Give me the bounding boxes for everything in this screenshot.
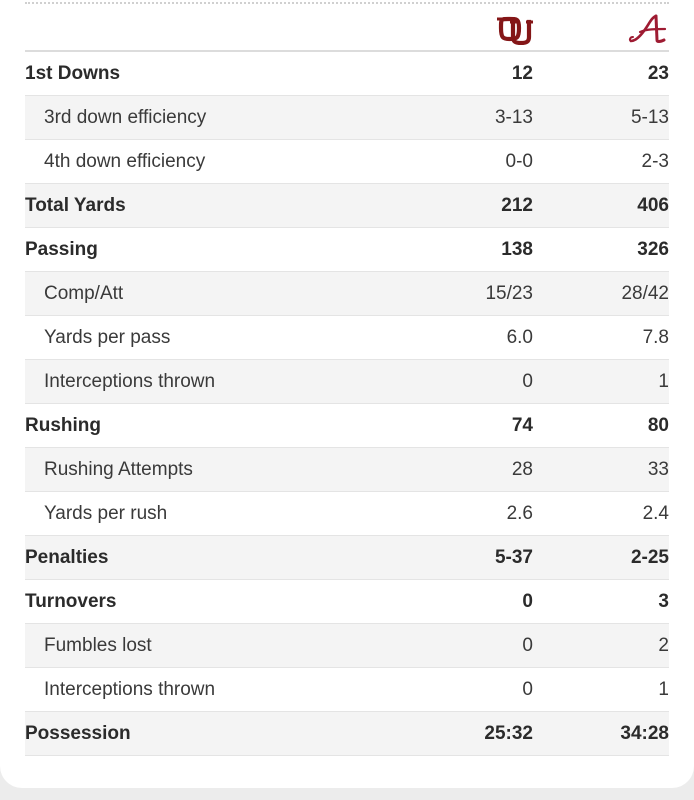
stat-row: Total Yards 212 406	[25, 184, 669, 228]
stat-label: 3rd down efficiency	[44, 107, 207, 128]
stat-label: 4th down efficiency	[44, 151, 206, 172]
stat-label: Penalties	[25, 547, 109, 568]
stat-row: 4th down efficiency 0-0 2-3	[25, 140, 669, 184]
stat-row: Turnovers 0 3	[25, 580, 669, 624]
team-header	[25, 6, 669, 52]
away-value: 2-3	[641, 151, 669, 172]
home-value: 28	[511, 459, 533, 480]
home-value: 0	[522, 635, 533, 656]
home-value: 138	[501, 239, 533, 260]
stat-label: Rushing	[25, 415, 101, 436]
stat-label: Possession	[25, 723, 131, 744]
away-value: 2-25	[630, 547, 669, 568]
home-value: 2.6	[506, 503, 533, 524]
stat-row: Yards per pass 6.0 7.8	[25, 316, 669, 360]
away-value: 2.4	[642, 503, 669, 524]
home-value: 0	[522, 371, 533, 392]
stat-label: 1st Downs	[25, 63, 121, 84]
home-value: 0	[522, 591, 533, 612]
home-value: 15/23	[485, 283, 533, 304]
stat-label: Interceptions thrown	[44, 679, 216, 700]
home-value: 12	[511, 63, 533, 84]
stat-label: Comp/Att	[44, 283, 124, 304]
away-value: 3	[658, 591, 669, 612]
alabama-logo-icon	[628, 14, 667, 43]
home-value: 0	[522, 679, 533, 700]
away-value: 326	[637, 239, 669, 260]
away-value: 80	[647, 415, 669, 436]
away-value: 2	[658, 635, 669, 656]
away-value: 28/42	[621, 283, 669, 304]
away-value: 23	[647, 63, 669, 84]
stat-label: Total Yards	[25, 195, 126, 216]
stat-label: Yards per rush	[44, 503, 168, 524]
stat-label: Fumbles lost	[44, 635, 152, 656]
away-value: 406	[637, 195, 669, 216]
ou-logo-icon	[497, 16, 533, 45]
home-value: 25:32	[484, 723, 533, 744]
away-value: 1	[658, 371, 669, 392]
top-divider	[25, 2, 669, 4]
stat-label: Turnovers	[25, 591, 117, 612]
stat-row: Rushing Attempts 28 33	[25, 448, 669, 492]
stats-table: 1st Downs 12 23 3rd down efficiency 3-13 5-13…	[25, 52, 669, 756]
home-value: 212	[501, 195, 533, 216]
stat-row: Rushing 74 80	[25, 404, 669, 448]
stat-row: Passing 138 326	[25, 228, 669, 272]
stat-label: Yards per pass	[44, 327, 171, 348]
home-value: 5-37	[494, 547, 533, 568]
away-value: 7.8	[642, 327, 669, 348]
stat-row: Comp/Att 15/23 28/42	[25, 272, 669, 316]
away-value: 34:28	[620, 723, 669, 744]
stat-row: Possession 25:32 34:28	[25, 712, 669, 756]
home-value: 6.0	[506, 327, 533, 348]
away-value: 1	[658, 679, 669, 700]
stat-row: Fumbles lost 0 2	[25, 624, 669, 668]
home-value: 0-0	[505, 151, 533, 172]
stat-row: 3rd down efficiency 3-13 5-13	[25, 96, 669, 140]
stat-label: Rushing Attempts	[44, 459, 193, 480]
home-value: 74	[511, 415, 533, 436]
stat-row: Interceptions thrown 0 1	[25, 360, 669, 404]
home-value: 3-13	[494, 107, 533, 128]
stat-row: Penalties 5-37 2-25	[25, 536, 669, 580]
stat-label: Passing	[25, 239, 98, 260]
stat-row: Yards per rush 2.6 2.4	[25, 492, 669, 536]
away-value: 5-13	[630, 107, 669, 128]
away-value: 33	[647, 459, 669, 480]
stat-label: Interceptions thrown	[44, 371, 216, 392]
stat-row: Interceptions thrown 0 1	[25, 668, 669, 712]
stat-row: 1st Downs 12 23	[25, 52, 669, 96]
